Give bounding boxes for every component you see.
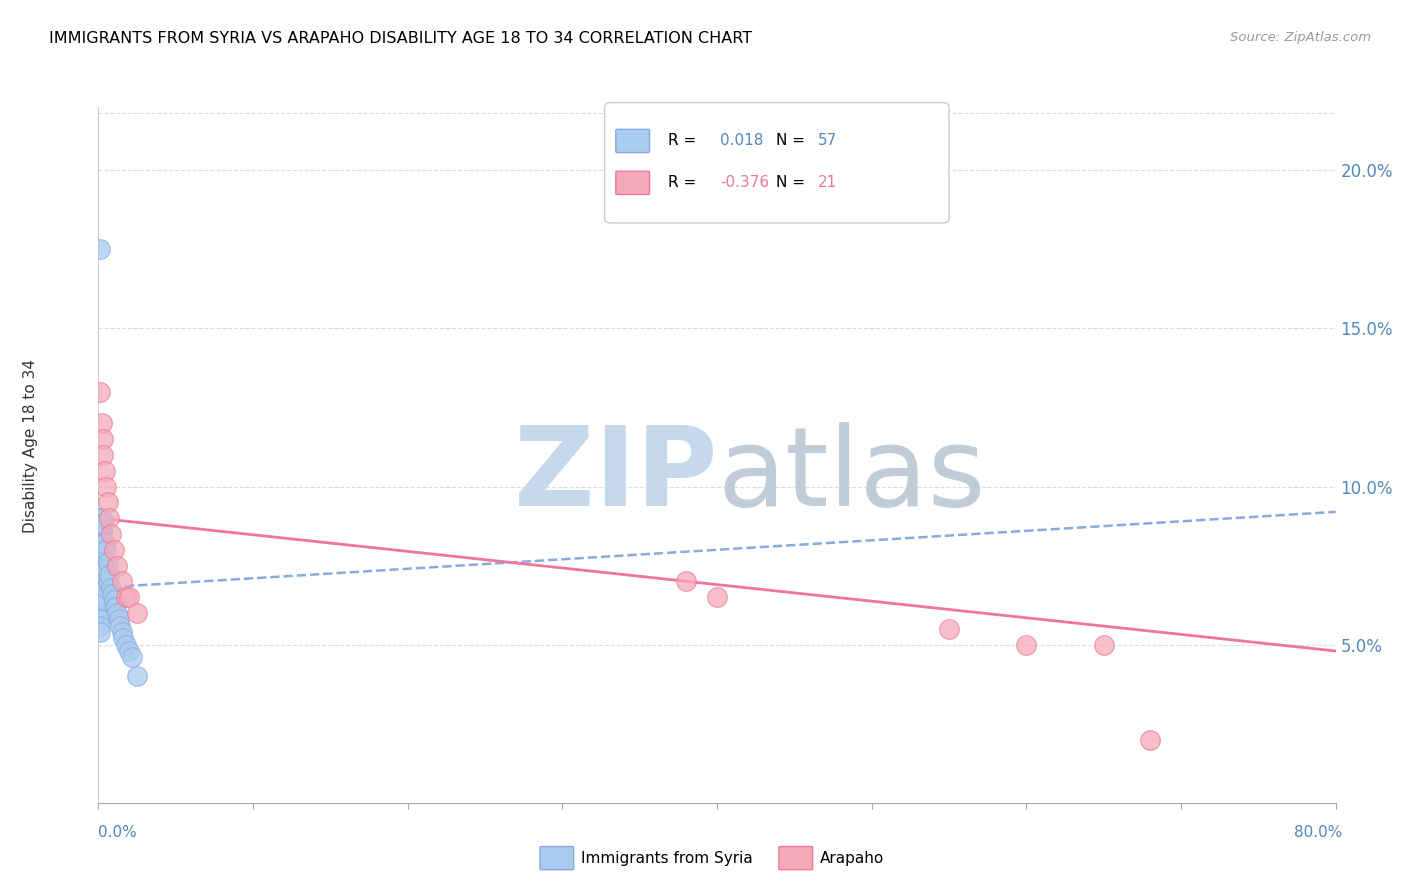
Text: Disability Age 18 to 34: Disability Age 18 to 34 <box>24 359 38 533</box>
Point <box>89 243 111 257</box>
Point <box>90 517 112 532</box>
Text: N =: N = <box>776 134 810 148</box>
Point <box>90 530 112 544</box>
Text: 21: 21 <box>818 176 838 190</box>
Text: R =: R = <box>668 134 702 148</box>
Point <box>90 542 112 557</box>
Point <box>90 568 112 582</box>
Text: IMMIGRANTS FROM SYRIA VS ARAPAHO DISABILITY AGE 18 TO 34 CORRELATION CHART: IMMIGRANTS FROM SYRIA VS ARAPAHO DISABIL… <box>49 31 752 46</box>
Point <box>1139 732 1161 747</box>
Point <box>91 536 114 550</box>
Point <box>90 591 112 605</box>
Text: -0.376: -0.376 <box>720 176 769 190</box>
Point <box>89 542 111 557</box>
Point <box>89 593 111 607</box>
Point <box>90 574 112 589</box>
Point <box>107 612 129 626</box>
Point <box>706 591 728 605</box>
Point <box>89 530 111 544</box>
Point <box>103 542 125 557</box>
Point <box>97 574 120 589</box>
Text: ZIP: ZIP <box>513 422 717 529</box>
Point <box>115 638 138 652</box>
Point <box>89 599 111 614</box>
Point <box>89 549 111 563</box>
Point <box>90 417 112 431</box>
Point <box>89 625 111 640</box>
Point <box>91 556 114 570</box>
Text: 80.0%: 80.0% <box>1295 825 1343 840</box>
Point <box>89 568 111 582</box>
Point <box>111 574 134 589</box>
Point <box>89 606 111 620</box>
Point <box>90 511 112 525</box>
Point <box>96 581 118 595</box>
Point <box>91 593 114 607</box>
Point <box>89 517 111 532</box>
Text: atlas: atlas <box>717 422 986 529</box>
Point <box>90 524 112 538</box>
Point <box>96 542 118 557</box>
Point <box>89 536 111 550</box>
Point <box>91 574 114 589</box>
Point <box>93 536 115 550</box>
Point <box>675 574 697 589</box>
Point <box>118 644 141 658</box>
Text: 0.0%: 0.0% <box>98 825 138 840</box>
Point <box>101 587 124 601</box>
Point <box>100 581 122 595</box>
Point <box>104 599 127 614</box>
Point <box>100 527 122 541</box>
Point <box>90 549 112 563</box>
Text: 0.018: 0.018 <box>720 134 763 148</box>
Point <box>90 562 112 576</box>
Point <box>127 669 149 683</box>
Point <box>89 574 111 589</box>
Point <box>89 524 111 538</box>
Point <box>108 618 131 632</box>
Point <box>938 622 960 636</box>
Text: Arapaho: Arapaho <box>820 851 884 865</box>
Point <box>98 568 121 582</box>
Point <box>89 618 111 632</box>
Point <box>1015 638 1038 652</box>
Point <box>111 625 134 640</box>
Point <box>89 562 111 576</box>
Point <box>89 612 111 626</box>
Point <box>89 384 111 399</box>
Point <box>105 606 128 620</box>
Point <box>112 632 135 646</box>
Point <box>93 464 115 478</box>
Text: Immigrants from Syria: Immigrants from Syria <box>581 851 752 865</box>
Text: 57: 57 <box>818 134 838 148</box>
Point <box>98 511 121 525</box>
Text: N =: N = <box>776 176 810 190</box>
Point <box>121 650 143 665</box>
Point <box>118 591 141 605</box>
Point <box>91 432 114 446</box>
Point <box>103 593 125 607</box>
Text: R =: R = <box>668 176 702 190</box>
Point <box>89 581 111 595</box>
Point <box>115 591 138 605</box>
Point <box>105 558 128 573</box>
Point <box>97 556 120 570</box>
Point <box>93 568 115 582</box>
Point <box>1092 638 1115 652</box>
Point <box>89 511 111 525</box>
Point <box>97 495 120 509</box>
Text: Source: ZipAtlas.com: Source: ZipAtlas.com <box>1230 31 1371 45</box>
Point <box>89 587 111 601</box>
Point <box>90 536 112 550</box>
Point <box>96 562 118 576</box>
Point <box>91 517 114 532</box>
Point <box>127 606 149 620</box>
Point <box>91 448 114 462</box>
Point <box>89 556 111 570</box>
Point <box>96 479 118 493</box>
